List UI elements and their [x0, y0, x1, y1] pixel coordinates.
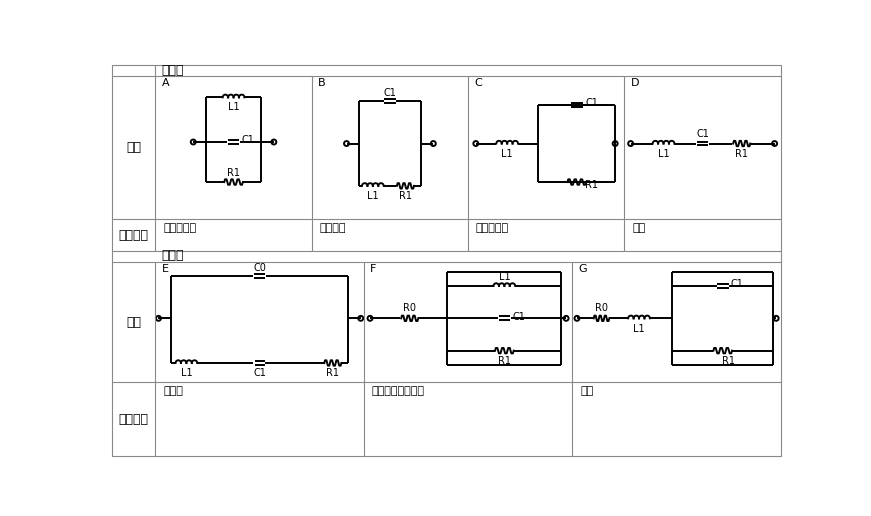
Text: C1: C1 [586, 99, 598, 108]
Text: G: G [578, 264, 587, 274]
Text: C1: C1 [513, 312, 525, 322]
Text: C1: C1 [253, 368, 266, 378]
Text: 拟合对象: 拟合对象 [118, 229, 149, 241]
Text: C0: C0 [253, 263, 266, 272]
Text: F: F [370, 264, 376, 274]
Text: 高磁漏电感: 高磁漏电感 [163, 223, 196, 233]
Text: 三参数: 三参数 [162, 64, 184, 77]
Text: L1: L1 [227, 102, 240, 111]
Text: L1: L1 [502, 149, 513, 159]
Text: 电感等效串联电阻: 电感等效串联电阻 [372, 386, 424, 396]
FancyBboxPatch shape [112, 65, 780, 456]
Text: 电容: 电容 [580, 386, 593, 396]
Text: 四参数: 四参数 [162, 249, 184, 263]
Text: L1: L1 [367, 191, 379, 201]
Text: C1: C1 [696, 130, 709, 139]
Text: R1: R1 [227, 168, 240, 178]
Text: R0: R0 [403, 303, 416, 313]
Text: L1: L1 [658, 149, 669, 159]
Text: 拟合对象: 拟合对象 [118, 413, 149, 426]
Text: D: D [631, 78, 639, 88]
Text: L1: L1 [180, 368, 192, 378]
Text: A: A [162, 78, 169, 88]
Text: B: B [318, 78, 326, 88]
Text: R1: R1 [498, 357, 511, 366]
Text: 模型: 模型 [126, 316, 141, 329]
Text: R0: R0 [595, 303, 608, 313]
Text: C1: C1 [242, 136, 254, 146]
Text: R1: R1 [327, 368, 340, 378]
Text: C1: C1 [730, 280, 743, 289]
Text: R1: R1 [722, 357, 735, 366]
Text: R1: R1 [399, 191, 412, 201]
Text: 大阻值电阻: 大阻值电阻 [476, 223, 509, 233]
Text: 共振器: 共振器 [163, 386, 183, 396]
Text: L1: L1 [633, 324, 645, 334]
Text: 感型电阻: 感型电阻 [320, 223, 346, 233]
Text: 电容: 电容 [632, 223, 645, 233]
Text: C1: C1 [383, 88, 396, 98]
Text: R1: R1 [585, 180, 598, 190]
Text: 模型: 模型 [126, 141, 141, 154]
Text: R1: R1 [735, 149, 748, 158]
Text: C: C [475, 78, 482, 88]
Text: L1: L1 [498, 272, 510, 282]
Text: E: E [162, 264, 169, 274]
